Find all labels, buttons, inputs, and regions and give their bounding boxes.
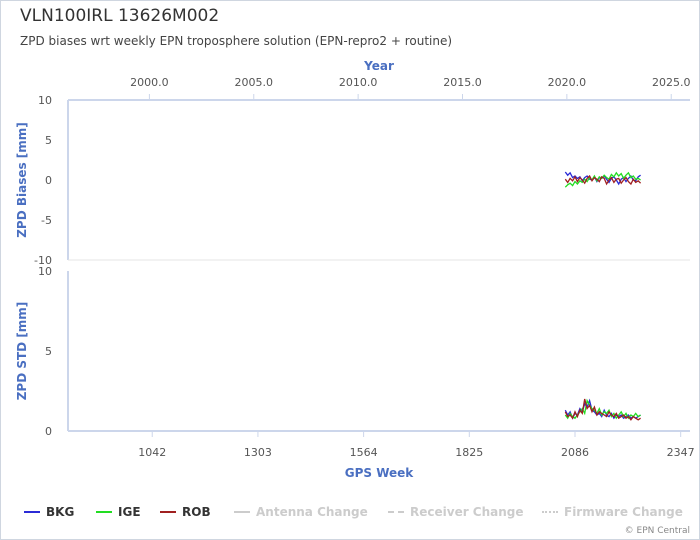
top-axis-title: Year (363, 59, 394, 73)
legend-label: Receiver Change (410, 505, 524, 519)
legend-item-receiver-change[interactable]: Receiver Change (388, 505, 524, 519)
credit-text: © EPN Central (624, 526, 690, 536)
legend-label: ROB (182, 505, 211, 519)
gps-week-tick-label: 2347 (667, 446, 695, 459)
bottom-y-tick-label: 5 (45, 345, 52, 358)
bottom-axis-title: GPS Week (345, 466, 415, 480)
year-tick-label: 2025.0 (652, 76, 691, 89)
legend-item-rob[interactable]: ROB (160, 505, 211, 519)
bottom-series-rob (564, 398, 641, 421)
gps-week-tick-label: 1564 (350, 446, 378, 459)
legend-label: Antenna Change (256, 505, 368, 519)
legend-swatch (96, 511, 112, 513)
year-tick-label: 2010.0 (339, 76, 378, 89)
legend-item-ige[interactable]: IGE (96, 505, 141, 519)
legend-label: BKG (46, 505, 75, 519)
gps-week-tick-label: 1303 (244, 446, 272, 459)
gps-week-tick-label: 1825 (455, 446, 483, 459)
year-tick-label: 2015.0 (443, 76, 482, 89)
legend-swatch (388, 511, 404, 513)
legend-label: Firmware Change (564, 505, 683, 519)
legend-swatch (542, 511, 558, 513)
top-y-axis-title: ZPD Biases [mm] (15, 122, 29, 238)
bottom-y-axis-title: ZPD STD [mm] (15, 302, 29, 401)
legend-label: IGE (118, 505, 141, 519)
top-y-tick-label: -10 (34, 254, 52, 267)
chart-subtitle: ZPD biases wrt weekly EPN troposphere so… (20, 34, 453, 48)
legend-item-firmware-change[interactable]: Firmware Change (542, 505, 683, 519)
bottom-y-tick-label: 0 (45, 425, 52, 438)
top-y-tick-label: 0 (45, 174, 52, 187)
legend-item-antenna-change[interactable]: Antenna Change (234, 505, 368, 519)
legend-swatch (24, 511, 40, 513)
top-series-rob (564, 174, 642, 186)
year-tick-label: 2020.0 (548, 76, 587, 89)
legend-swatch (160, 511, 176, 513)
legend-item-bkg[interactable]: BKG (24, 505, 74, 519)
top-y-tick-label: 10 (38, 94, 52, 107)
legend-swatch (234, 511, 250, 513)
year-tick-label: 2000.0 (130, 76, 169, 89)
top-series-ige (564, 171, 641, 188)
chart-title: VLN100IRL 13626M002 (20, 6, 220, 26)
gps-week-tick-label: 2086 (561, 446, 589, 459)
top-y-tick-label: 5 (45, 134, 52, 147)
top-y-tick-label: -5 (41, 214, 52, 227)
gps-week-tick-label: 1042 (138, 446, 166, 459)
bottom-y-tick-label: 10 (38, 265, 52, 278)
year-tick-label: 2005.0 (235, 76, 274, 89)
